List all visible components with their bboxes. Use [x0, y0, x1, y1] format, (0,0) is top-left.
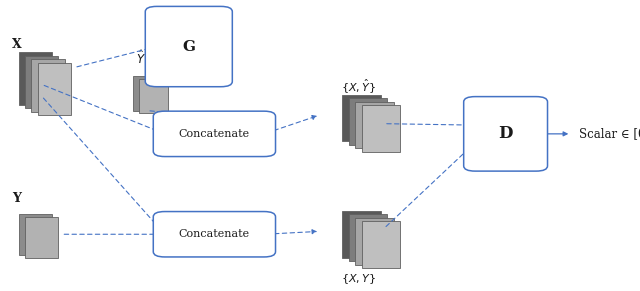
- FancyBboxPatch shape: [25, 56, 58, 108]
- FancyBboxPatch shape: [342, 211, 381, 258]
- FancyBboxPatch shape: [154, 212, 275, 257]
- FancyBboxPatch shape: [31, 59, 65, 112]
- Text: X: X: [12, 38, 22, 51]
- FancyBboxPatch shape: [145, 6, 232, 87]
- Text: $\{X, Y\}$: $\{X, Y\}$: [341, 272, 376, 286]
- FancyBboxPatch shape: [19, 214, 52, 255]
- FancyBboxPatch shape: [140, 79, 168, 113]
- Text: Concatenate: Concatenate: [179, 229, 250, 239]
- FancyBboxPatch shape: [133, 76, 161, 111]
- FancyBboxPatch shape: [349, 214, 387, 261]
- Text: Y: Y: [12, 192, 21, 205]
- FancyBboxPatch shape: [342, 95, 381, 141]
- FancyBboxPatch shape: [38, 63, 71, 115]
- FancyBboxPatch shape: [349, 98, 387, 145]
- Text: Concatenate: Concatenate: [179, 129, 250, 139]
- Text: G: G: [182, 40, 195, 54]
- FancyBboxPatch shape: [362, 221, 400, 268]
- Text: $\hat{Y}$: $\hat{Y}$: [136, 49, 146, 67]
- FancyBboxPatch shape: [362, 105, 400, 152]
- Text: D: D: [499, 125, 513, 142]
- FancyBboxPatch shape: [25, 217, 58, 258]
- FancyBboxPatch shape: [355, 218, 394, 265]
- FancyBboxPatch shape: [463, 97, 548, 171]
- Text: Scalar ∈ [0,1]: Scalar ∈ [0,1]: [579, 127, 640, 140]
- Text: $\{X, \hat{Y}\}$: $\{X, \hat{Y}\}$: [341, 78, 376, 96]
- FancyBboxPatch shape: [355, 102, 394, 148]
- FancyBboxPatch shape: [19, 52, 52, 105]
- FancyBboxPatch shape: [154, 111, 275, 157]
